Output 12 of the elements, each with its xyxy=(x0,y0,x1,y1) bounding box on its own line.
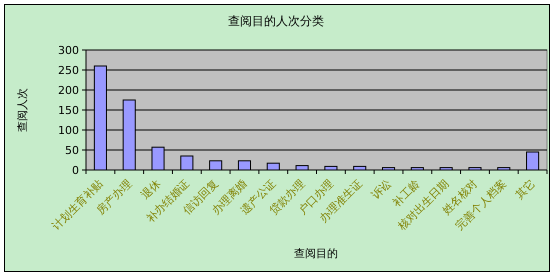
x-axis-title: 查阅目的 xyxy=(294,247,338,260)
x-tick-label: 退休 xyxy=(138,176,164,202)
y-tick-label: 300 xyxy=(58,44,79,57)
y-tick-label: 250 xyxy=(58,64,79,77)
chart-title: 查阅目的人次分类 xyxy=(228,14,324,28)
y-tick-label: 100 xyxy=(58,124,79,137)
y-axis-title: 查阅人次 xyxy=(16,88,29,132)
x-tick-label: 其它 xyxy=(512,176,538,202)
y-tick-label: 0 xyxy=(72,164,79,177)
y-tick-label: 150 xyxy=(58,104,79,117)
y-tick-label: 50 xyxy=(65,144,79,157)
y-tick-label: 200 xyxy=(58,84,79,97)
